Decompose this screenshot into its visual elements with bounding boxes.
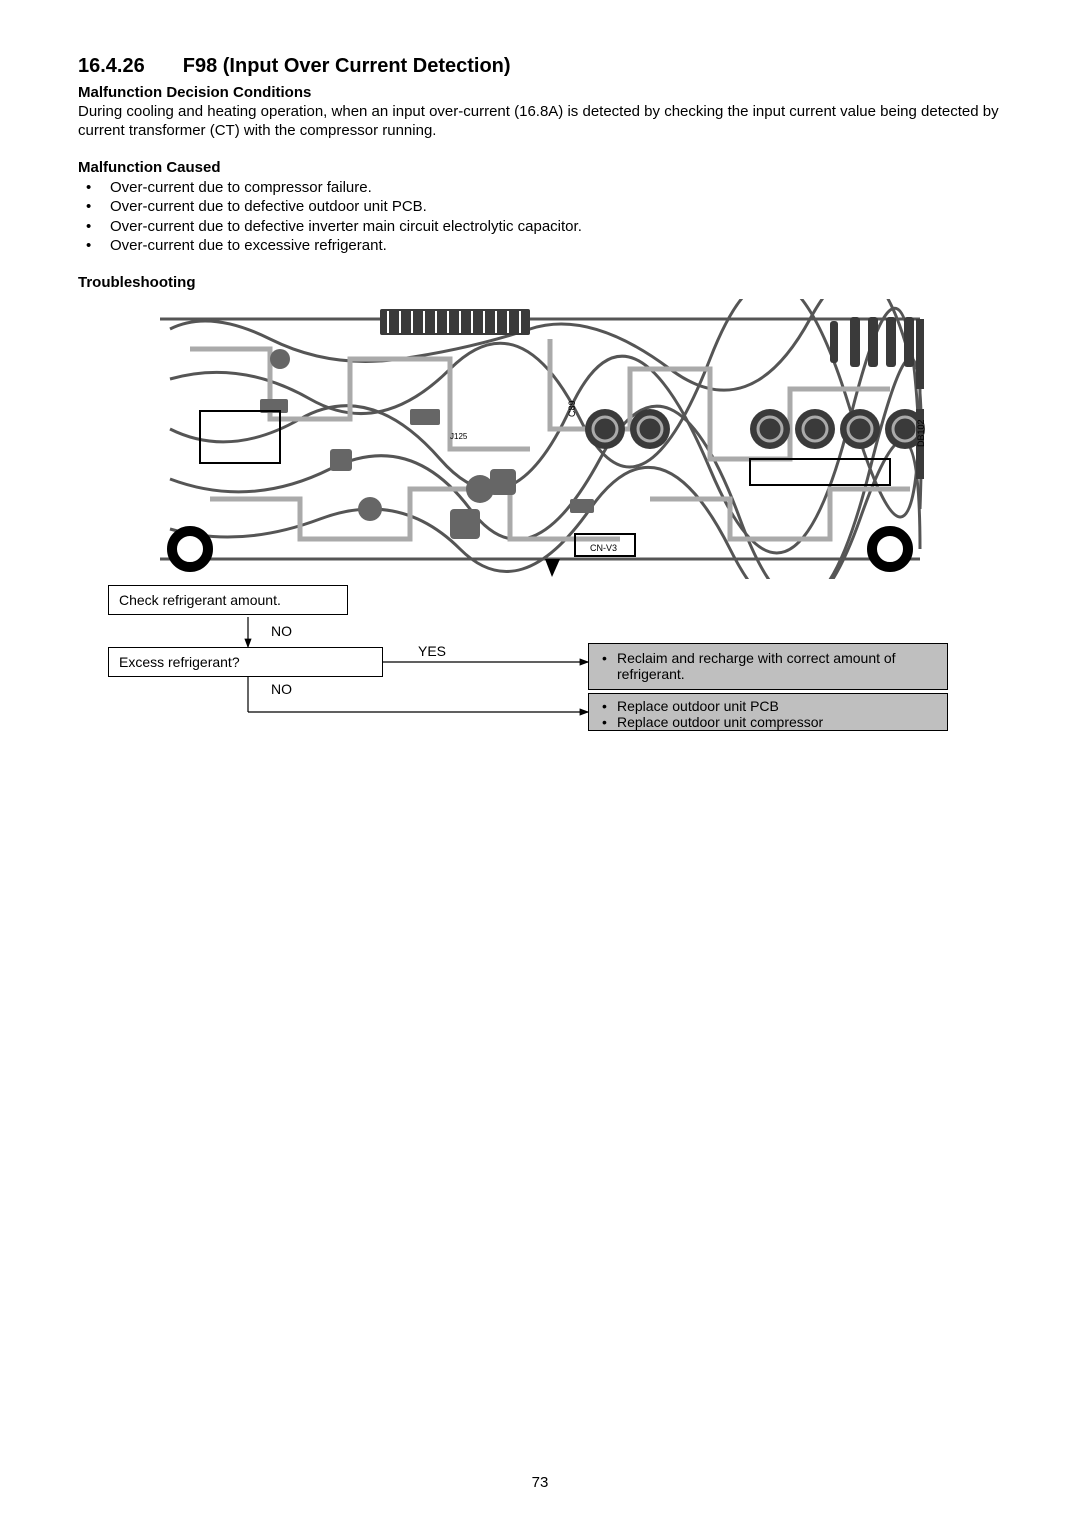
caused-item: Over-current due to defective outdoor un… [78,197,1002,217]
flow-action-recharge: Reclaim and recharge with correct amount… [588,643,948,691]
decision-text: During cooling and heating operation, wh… [78,103,1002,141]
svg-text:J125: J125 [450,432,468,441]
troubleshooting-heading: Troubleshooting [78,274,1002,291]
flow-label-no: NO [271,681,292,697]
flow-box-text: Excess refrigerant? [119,654,240,670]
flow-action-replace: Replace outdoor unit PCB Replace outdoor… [588,693,948,731]
svg-text:DB102: DB102 [916,419,926,447]
svg-text:CN-V3: CN-V3 [590,543,617,553]
page-number: 73 [0,1474,1080,1491]
section-title: F98 (Input Over Current Detection) [183,55,511,77]
caused-item: Over-current due to excessive refrigeran… [78,236,1002,256]
caused-heading: Malfunction Caused [78,159,1002,176]
flow-action-item: Reclaim and recharge with correct amount… [599,650,937,684]
flow-action-item: Replace outdoor unit PCB [599,698,937,715]
pcb-diagram: DB102 CN-V3 C89 J125 [150,299,930,579]
flow-label-yes: YES [418,643,446,659]
flow-box-text: Check refrigerant amount. [119,592,281,608]
flow-box-excess: Excess refrigerant? [108,647,383,678]
caused-list: Over-current due to compressor failure. … [78,178,1002,256]
caused-item: Over-current due to defective inverter m… [78,217,1002,237]
caused-item: Over-current due to compressor failure. [78,178,1002,198]
flow-label-no: NO [271,623,292,639]
flow-action-item: Replace outdoor unit compressor [599,714,937,730]
decision-heading: Malfunction Decision Conditions [78,84,1002,101]
svg-text:C89: C89 [567,400,577,417]
flow-box-check: Check refrigerant amount. [108,585,348,616]
section-heading: 16.4.26 F98 (Input Over Current Detection… [78,55,1002,78]
section-number: 16.4.26 [78,55,145,78]
flowchart: Check refrigerant amount. NO Excess refr… [108,585,948,765]
